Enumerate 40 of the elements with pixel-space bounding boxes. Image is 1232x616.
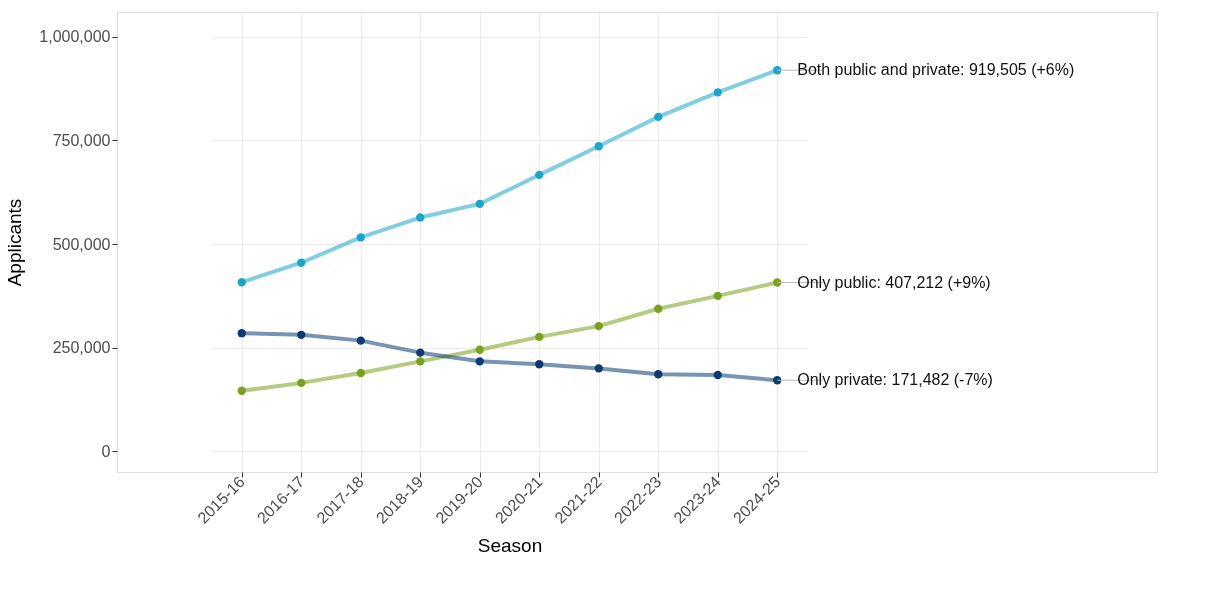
y-tick-label: 1,000,000: [39, 28, 111, 46]
point: [594, 321, 603, 331]
y-tick-label: 500,000: [52, 235, 111, 253]
point: [654, 112, 663, 122]
point: [713, 370, 722, 380]
point: [416, 348, 425, 357]
point: [773, 66, 782, 75]
point: [713, 291, 722, 301]
point: [237, 278, 246, 287]
y-axis-title: Applicants: [4, 198, 26, 287]
annotation: Both public and private: 919,505 (+6%): [797, 61, 1075, 79]
point: [475, 357, 484, 366]
point: [773, 278, 782, 287]
point: [297, 378, 306, 388]
annotation: Only public: 407,212 (+9%): [797, 273, 991, 291]
x-axis-title: Season: [477, 534, 543, 556]
point: [535, 170, 544, 180]
point: [297, 258, 306, 267]
point: [535, 360, 544, 369]
point: [654, 304, 663, 313]
point: [475, 345, 484, 354]
y-tick-label: 250,000: [52, 339, 111, 357]
point: [594, 142, 603, 151]
point: [654, 370, 663, 379]
point: [297, 330, 306, 339]
point: [356, 336, 365, 345]
point: [416, 357, 425, 366]
point: [416, 213, 425, 222]
point: [535, 332, 544, 342]
point: [356, 368, 365, 378]
point: [237, 329, 246, 338]
y-tick-label: 0: [101, 442, 111, 460]
point: [475, 199, 484, 209]
annotation: Only private: 171,482 (-7%): [797, 371, 993, 389]
y-tick-label: 750,000: [52, 131, 111, 149]
point: [773, 376, 782, 385]
point: [237, 386, 246, 395]
point: [356, 233, 365, 242]
point: [713, 88, 722, 97]
point: [594, 364, 603, 373]
